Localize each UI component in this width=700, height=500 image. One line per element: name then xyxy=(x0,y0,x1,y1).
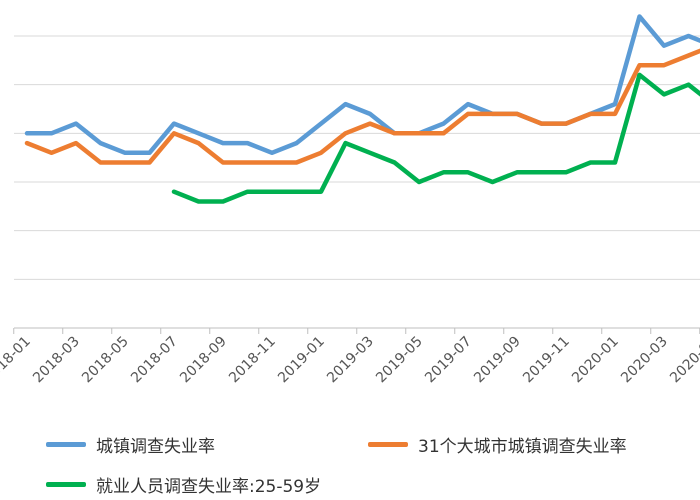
x-tick-label: 2018-01 xyxy=(0,334,34,387)
x-tick-label: 2018-05 xyxy=(79,334,132,387)
x-tick-label: 2018-03 xyxy=(30,334,83,387)
x-tick-label: 2019-01 xyxy=(275,334,328,387)
x-tick-label: 2019-09 xyxy=(471,334,524,387)
x-tick-label: 2018-09 xyxy=(177,334,230,387)
x-tick-label: 2018-07 xyxy=(128,334,181,387)
x-tick-label: 2018-11 xyxy=(226,334,279,387)
x-tick-label: 2019-11 xyxy=(520,334,573,387)
series-line-1 xyxy=(24,48,700,165)
series-line-0 xyxy=(24,14,700,156)
x-tick-label: 2020-03 xyxy=(618,334,671,387)
x-axis xyxy=(13,327,700,334)
series-lines xyxy=(24,14,700,204)
gridlines xyxy=(14,35,700,280)
x-tick-label: 2019-05 xyxy=(373,334,426,387)
x-tick-label: 2019-03 xyxy=(324,334,377,387)
x-tick-label: 2020-05 xyxy=(667,334,700,387)
x-tick-label: 2019-07 xyxy=(422,334,475,387)
x-tick-label: 2020-01 xyxy=(569,334,622,387)
x-tick-labels: 2018-012018-032018-052018-072018-092018-… xyxy=(0,334,700,387)
series-line-2 xyxy=(171,72,700,204)
